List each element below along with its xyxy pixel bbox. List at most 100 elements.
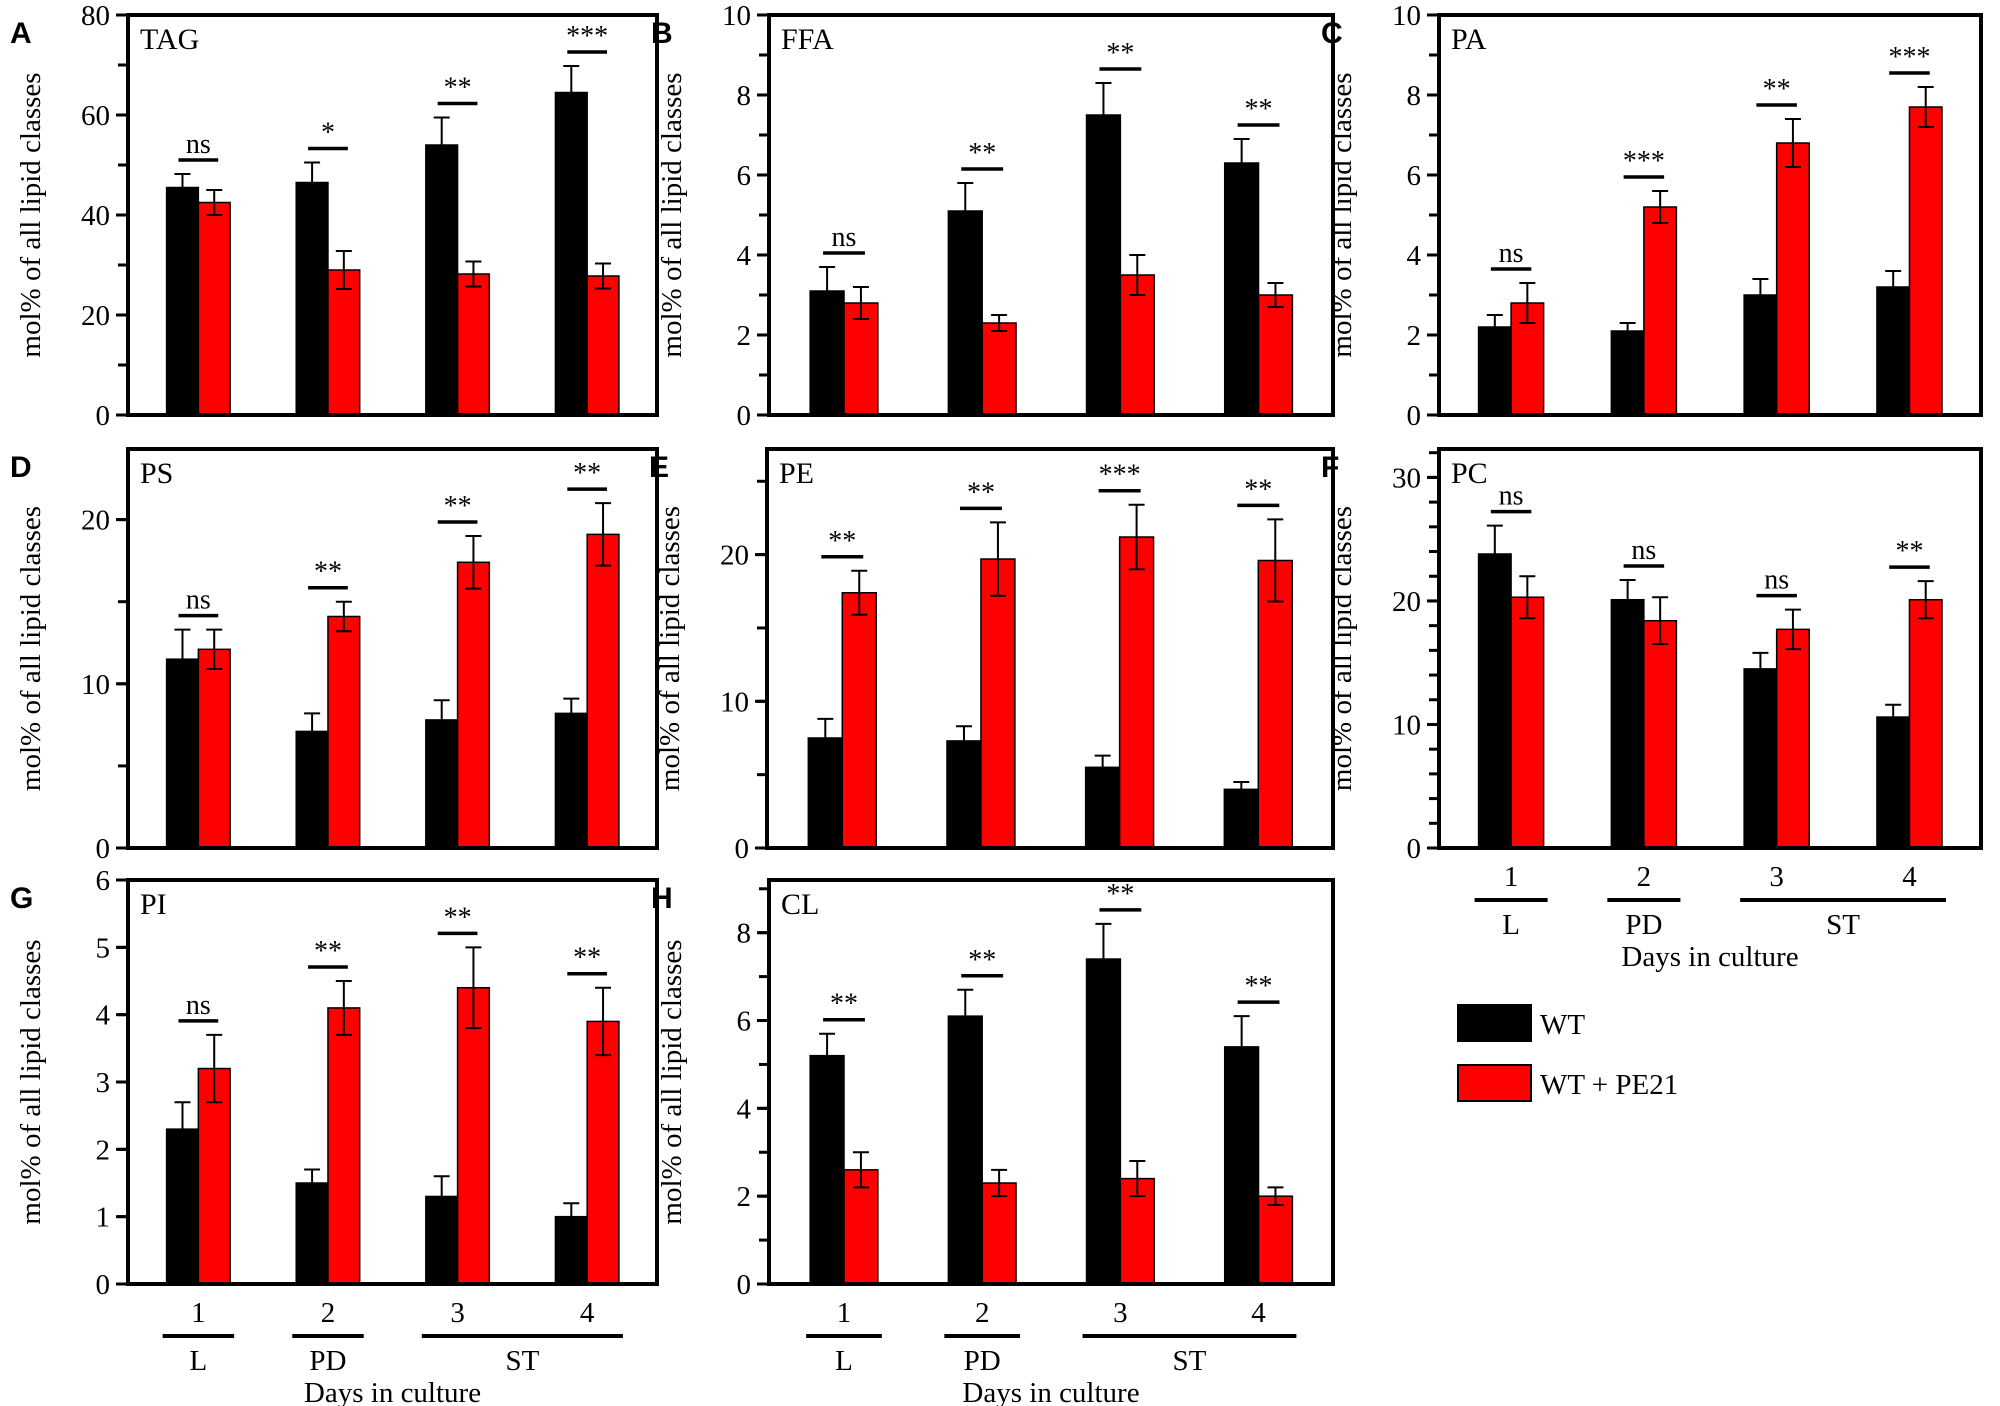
bar-wt-pe21 xyxy=(841,592,877,849)
phase-label: PD xyxy=(964,1345,1001,1377)
y-tick-label: 5 xyxy=(96,932,111,964)
bar-wt xyxy=(1876,716,1911,849)
panel-letter: G xyxy=(10,882,33,915)
bar-wt-pe21 xyxy=(456,273,491,416)
significance-label: ** xyxy=(1106,879,1134,910)
y-tick-label: 4 xyxy=(1407,240,1422,272)
y-tick-label: 20 xyxy=(81,505,110,537)
phase-label: L xyxy=(1502,909,1520,941)
bar-wt xyxy=(165,186,200,416)
bar-wt xyxy=(1743,668,1778,849)
y-tick-label: 4 xyxy=(737,240,752,272)
phase-label: ST xyxy=(505,1345,539,1377)
y-tick-label: 30 xyxy=(1392,462,1421,494)
plot-frame xyxy=(1437,447,1983,850)
bar-wt-pe21 xyxy=(1908,106,1943,416)
bar-wt xyxy=(809,1054,845,1285)
significance-label: ** xyxy=(314,936,342,967)
bar-wt-pe21 xyxy=(586,533,620,849)
significance-label: *** xyxy=(1888,42,1930,73)
bar-wt xyxy=(1610,330,1645,416)
x-tick-label: 1 xyxy=(1504,861,1519,893)
panel-letter: D xyxy=(10,451,32,484)
x-tick-label: 4 xyxy=(1251,1297,1266,1329)
panel-h: H CL mol% of all lipid classes 0 2 4 6 8 ** 1 ** 2 *… xyxy=(651,878,1335,1406)
phase-label: L xyxy=(189,1345,207,1377)
significance-label: ns xyxy=(832,222,857,253)
significance-label: *** xyxy=(1623,146,1665,177)
y-tick-label: 80 xyxy=(81,0,110,32)
y-tick-label: 0 xyxy=(1407,400,1422,432)
bar-wt xyxy=(807,737,844,849)
bar-wt-pe21 xyxy=(586,275,620,416)
bar-wt-pe21 xyxy=(1257,559,1293,849)
panel-title: PI xyxy=(140,888,167,921)
significance-label: ** xyxy=(314,557,342,588)
significance-label: ** xyxy=(830,989,858,1020)
y-tick-label: 20 xyxy=(81,300,110,332)
bar-wt-pe21 xyxy=(197,1067,231,1285)
significance-label: ns xyxy=(186,990,211,1021)
panel-title: PE xyxy=(779,457,814,490)
x-tick-label: 1 xyxy=(837,1297,852,1329)
significance-label: ** xyxy=(968,138,996,169)
significance-label: ** xyxy=(968,945,996,976)
legend: WT WT + PE21 xyxy=(1457,1004,1678,1102)
bar-wt-pe21 xyxy=(1775,142,1810,416)
bar-wt-pe21 xyxy=(1257,1195,1294,1285)
bar-wt-pe21 xyxy=(1257,294,1294,416)
bar-wt xyxy=(809,290,845,416)
y-axis-label: mol% of all lipid classes xyxy=(1326,72,1358,357)
y-axis-label: mol% of all lipid classes xyxy=(656,72,688,357)
plot-frame xyxy=(765,447,1335,850)
significance-label: ns xyxy=(1499,238,1524,269)
y-tick-label: 0 xyxy=(96,400,111,432)
y-tick-label: 10 xyxy=(1392,709,1421,741)
bar-wt-pe21 xyxy=(1510,596,1545,849)
bar-wt-pe21 xyxy=(1119,274,1155,416)
y-axis-label: mol% of all lipid classes xyxy=(15,72,47,357)
plot-frame xyxy=(767,13,1335,417)
x-tick-label: 3 xyxy=(450,1297,465,1329)
bar-wt xyxy=(295,730,329,849)
panel-letter: F xyxy=(1321,451,1339,484)
significance-label: ** xyxy=(1245,971,1273,1002)
phase-label: PD xyxy=(1625,909,1662,941)
y-tick-label: 3 xyxy=(96,1067,111,1099)
y-tick-label: 0 xyxy=(735,833,750,865)
y-tick-label: 0 xyxy=(96,833,111,865)
significance-label: ns xyxy=(1764,565,1789,596)
x-axis-label: Days in culture xyxy=(304,1377,481,1406)
bar-wt xyxy=(165,658,200,849)
y-axis-label: mol% of all lipid classes xyxy=(656,939,688,1224)
phase-label: PD xyxy=(309,1345,346,1377)
bar-wt xyxy=(165,1128,200,1285)
bar-wt-pe21 xyxy=(1775,628,1810,849)
significance-label: ns xyxy=(186,129,211,160)
bar-wt xyxy=(1085,958,1122,1285)
panel-f: F PC mol% of all lipid classes 0 10 20 30 ns 1 ns… xyxy=(1321,447,1983,973)
significance-label: ** xyxy=(1244,474,1272,505)
y-tick-label: 10 xyxy=(720,686,749,718)
bar-wt-pe21 xyxy=(456,561,491,849)
y-tick-label: 0 xyxy=(96,1269,111,1301)
y-axis-label: mol% of all lipid classes xyxy=(1326,506,1358,791)
significance-label: ** xyxy=(444,73,472,104)
plot-frame xyxy=(126,878,659,1286)
y-tick-label: 8 xyxy=(737,918,752,950)
y-tick-label: 10 xyxy=(1392,0,1421,32)
y-axis-label: mol% of all lipid classes xyxy=(15,939,47,1224)
bar-wt-pe21 xyxy=(197,201,231,416)
significance-label: ** xyxy=(1106,38,1134,69)
significance-label: ** xyxy=(1763,74,1791,105)
bar-wt-pe21 xyxy=(327,615,361,849)
y-tick-label: 6 xyxy=(737,160,752,192)
y-tick-label: 2 xyxy=(737,1181,752,1213)
y-tick-label: 60 xyxy=(81,100,110,132)
x-tick-label: 3 xyxy=(1769,861,1784,893)
legend-swatch-wt xyxy=(1457,1004,1532,1042)
y-tick-label: 6 xyxy=(1407,160,1422,192)
phase-label: ST xyxy=(1826,909,1860,941)
